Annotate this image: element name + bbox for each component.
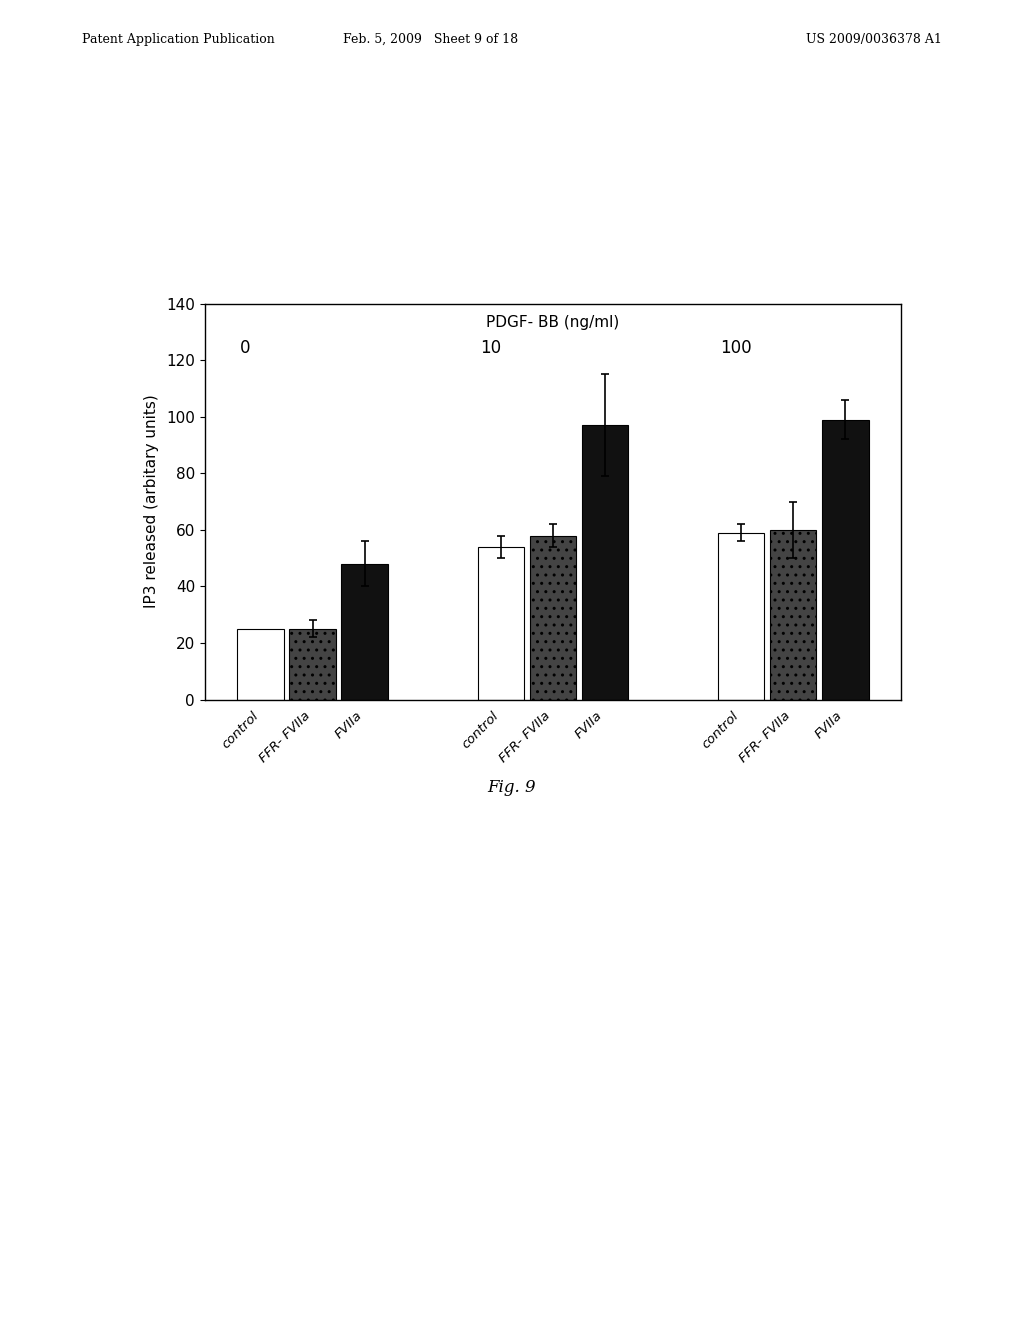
Text: 100: 100 <box>720 339 752 358</box>
Bar <box>718 533 765 700</box>
Text: Patent Application Publication: Patent Application Publication <box>82 33 274 46</box>
Bar <box>238 628 285 700</box>
Text: US 2009/0036378 A1: US 2009/0036378 A1 <box>806 33 942 46</box>
Text: 0: 0 <box>240 339 250 358</box>
Y-axis label: IP3 released (arbitary units): IP3 released (arbitary units) <box>144 395 160 609</box>
Text: PDGF- BB (ng/ml): PDGF- BB (ng/ml) <box>486 315 620 330</box>
Bar <box>582 425 629 700</box>
Text: 10: 10 <box>479 339 501 358</box>
Bar <box>477 546 524 700</box>
Bar <box>290 628 336 700</box>
Bar <box>821 420 868 700</box>
Text: Feb. 5, 2009   Sheet 9 of 18: Feb. 5, 2009 Sheet 9 of 18 <box>342 33 518 46</box>
Bar <box>341 564 388 700</box>
Bar <box>529 536 577 700</box>
Text: Fig. 9: Fig. 9 <box>487 779 537 796</box>
Bar <box>770 529 816 700</box>
